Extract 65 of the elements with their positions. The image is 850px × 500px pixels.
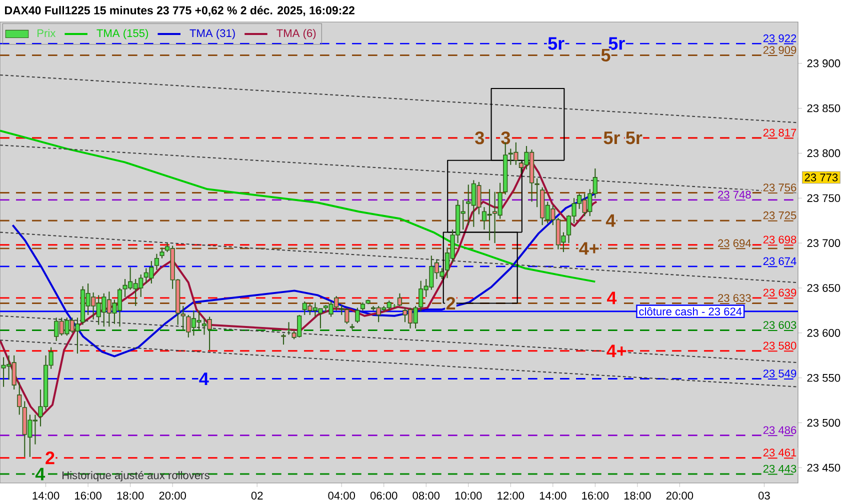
annotation: 4 bbox=[606, 292, 617, 304]
annotation: 5r bbox=[608, 37, 625, 50]
ref-line-label: 23 603 bbox=[763, 321, 796, 329]
x-tick-label: 14:00 bbox=[32, 492, 60, 500]
x-tick-label: 06:00 bbox=[370, 492, 398, 500]
y-tick-label: 23 900 bbox=[807, 59, 840, 68]
x-tick-label: 02 bbox=[251, 492, 263, 500]
legend-label: TMA (31) bbox=[190, 28, 235, 40]
annotation: 5r bbox=[604, 132, 620, 144]
x-tick-label: 10:00 bbox=[455, 492, 482, 500]
x-tick-label: 14:00 bbox=[540, 492, 566, 500]
x-tick-label: 20:00 bbox=[666, 492, 694, 500]
ref-line-label: 23 486 bbox=[763, 426, 796, 434]
chart-title: DAX40 Full1225 15 minutes 23 775 +0,62 % 2 déc. 2025, 16:09:22 bbox=[5, 6, 354, 16]
annotation: 2 bbox=[446, 296, 456, 310]
ref-line-label: 23 698 bbox=[763, 236, 796, 244]
ref-line-label: 23 443 bbox=[763, 464, 796, 473]
annotation: 5r bbox=[548, 37, 564, 50]
ref-line-label: 23 461 bbox=[763, 448, 796, 456]
text: 23 773 bbox=[804, 174, 838, 182]
ref-line-label: 23 580 bbox=[763, 342, 796, 350]
annotation: 4+ bbox=[579, 242, 599, 255]
legend-label: Prix bbox=[38, 28, 56, 37]
x-tick-label: 12:00 bbox=[498, 492, 524, 500]
x-tick-label: 08:00 bbox=[412, 492, 440, 500]
x-tick-label: 18:00 bbox=[624, 492, 651, 500]
x-tick-label: 16:00 bbox=[582, 492, 609, 500]
legend-label: TMA (6) bbox=[276, 28, 316, 40]
ref-line-label: 23 909 bbox=[763, 46, 796, 54]
y-tick-label: 23 650 bbox=[807, 284, 840, 292]
y-tick-label: 23 600 bbox=[807, 329, 840, 337]
ref-line-label: 23 694 bbox=[718, 239, 752, 248]
legend-label: TMA (155) bbox=[96, 28, 148, 40]
ref-line-label: 23 639 bbox=[763, 288, 796, 297]
x-tick-label: 18:00 bbox=[117, 492, 144, 500]
annotation: 4 bbox=[35, 468, 46, 480]
ref-line-label: 23 817 bbox=[763, 128, 796, 137]
y-tick-label: 23 550 bbox=[807, 374, 840, 382]
annotation: 4 bbox=[606, 214, 616, 227]
x-tick-label: 04:00 bbox=[328, 492, 356, 500]
annotation: Historique ajusté aux rollovers bbox=[62, 470, 210, 482]
y-tick-label: 23 700 bbox=[807, 239, 840, 247]
annotation: 3 bbox=[501, 132, 510, 144]
annotation: 5 bbox=[601, 48, 610, 62]
ref-line-label: clôture cash - 23 624 bbox=[639, 307, 742, 316]
annotation: 4 bbox=[199, 372, 209, 385]
annotation: 4+ bbox=[606, 344, 626, 358]
y-tick-label: 23 450 bbox=[807, 464, 840, 472]
annotation: 5r bbox=[626, 132, 642, 144]
y-tick-label: 23 800 bbox=[807, 149, 840, 158]
ref-line-label: 23 633 bbox=[718, 294, 751, 302]
ref-line-label: 23 922 bbox=[763, 34, 796, 42]
ref-line-label: 23 748 bbox=[718, 190, 751, 199]
y-tick-label: 23 750 bbox=[807, 194, 840, 202]
x-tick-label: 16:00 bbox=[75, 492, 102, 500]
ref-line-label: 23 725 bbox=[763, 211, 796, 220]
annotation: 2 bbox=[46, 452, 54, 464]
ref-line-label: 23 756 bbox=[763, 184, 796, 192]
ref-line-label: 23 549 bbox=[763, 370, 796, 378]
ref-line-label: 23 674 bbox=[763, 257, 796, 266]
x-tick-label: 20:00 bbox=[159, 492, 186, 500]
y-tick-label: 23 500 bbox=[807, 418, 840, 427]
y-tick-label: 23 850 bbox=[807, 104, 840, 112]
x-tick-label: 03 bbox=[758, 492, 770, 500]
annotation: 3 bbox=[475, 132, 484, 144]
